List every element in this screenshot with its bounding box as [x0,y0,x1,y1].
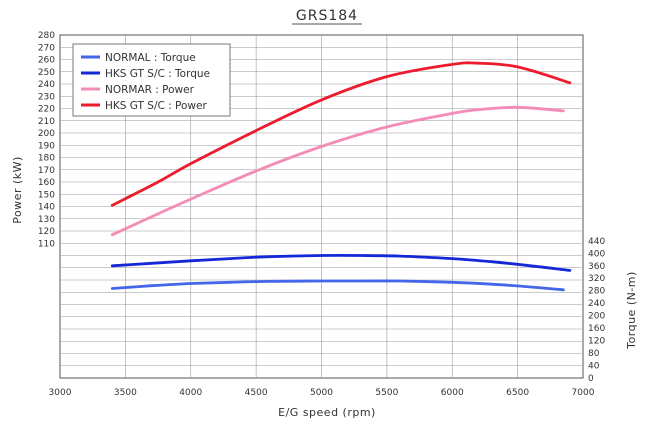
x-tick-label: 6500 [506,388,529,398]
torque-tick-label: 80 [588,349,600,359]
torque-tick-label: 40 [588,362,600,372]
power-tick-label: 250 [38,68,55,78]
power-tick-label: 110 [38,239,55,249]
power-tick-label: 140 [38,203,55,213]
x-tick-label: 4500 [245,388,268,398]
series-line-hks-gt-s-c-power [110,61,572,207]
torque-tick-label: 360 [588,262,605,272]
torque-tick-label: 400 [588,249,605,259]
series-line-normar-power [110,105,565,237]
power-tick-label: 240 [38,80,55,90]
torque-tick-label: 320 [588,274,605,284]
power-tick-label: 210 [38,117,55,127]
power-tick-label: 230 [38,92,55,102]
power-tick-label: 120 [38,227,55,237]
series-lines [110,61,572,292]
legend-label-hks-gt-s-c-power: HKS GT S/C : Power [105,100,207,112]
x-tick-label: 5000 [310,388,333,398]
power-tick-label: 130 [38,215,55,225]
right-axis-title: Torque (N-m) [625,271,638,350]
legend-items: NORMAL : Torque HKS GT S/C : Torque NORMAR… [81,52,210,112]
x-tick-label: 3000 [49,388,72,398]
x-tick-label: 3500 [114,388,137,398]
series-line-hks-gt-s-c-torque [110,253,572,272]
legend: NORMAL : Torque HKS GT S/C : Torque NORMAR… [72,43,231,117]
power-tick-label: 270 [38,43,55,53]
torque-tick-label: 160 [588,324,605,334]
power-axis-ticks: 110 120 130 140 150 160 170 180 190 200 210 220 230 2… [38,31,55,249]
x-tick-label: 5500 [375,388,398,398]
chart-title: GRS184 [296,8,358,24]
series-line-normal-torque [110,279,565,292]
power-tick-label: 260 [38,56,55,66]
torque-axis-ticks: 0 40 80 120 160 200 240 280 320 360 400 440 [588,237,605,384]
power-tick-label: 180 [38,154,55,164]
torque-tick-label: 280 [588,287,605,297]
x-axis-title: E/G speed (rpm) [278,406,376,419]
power-tick-label: 160 [38,178,55,188]
legend-label-normar-power: NORMAR : Power [105,84,195,96]
torque-tick-label: 240 [588,299,605,309]
left-axis-title: Power (kW) [11,156,24,224]
legend-label-normal-torque: NORMAL : Torque [105,52,196,64]
torque-tick-label: 440 [588,237,605,247]
legend-label-hks-gt-s-c-torque: HKS GT S/C : Torque [105,68,210,80]
x-tick-label: 6000 [441,388,464,398]
torque-tick-label: 200 [588,312,605,322]
torque-tick-label: 120 [588,337,605,347]
x-tick-label: 7000 [572,388,595,398]
x-axis-ticks: 3000 3500 4000 4500 5000 5500 6000 6500 7000 [49,388,595,398]
power-tick-label: 190 [38,141,55,151]
power-tick-label: 200 [38,129,55,139]
power-tick-label: 280 [38,31,55,41]
power-tick-label: 150 [38,190,55,200]
torque-tick-label: 0 [588,374,594,384]
x-tick-label: 4000 [179,388,202,398]
power-tick-label: 220 [38,105,55,115]
power-tick-label: 170 [38,166,55,176]
